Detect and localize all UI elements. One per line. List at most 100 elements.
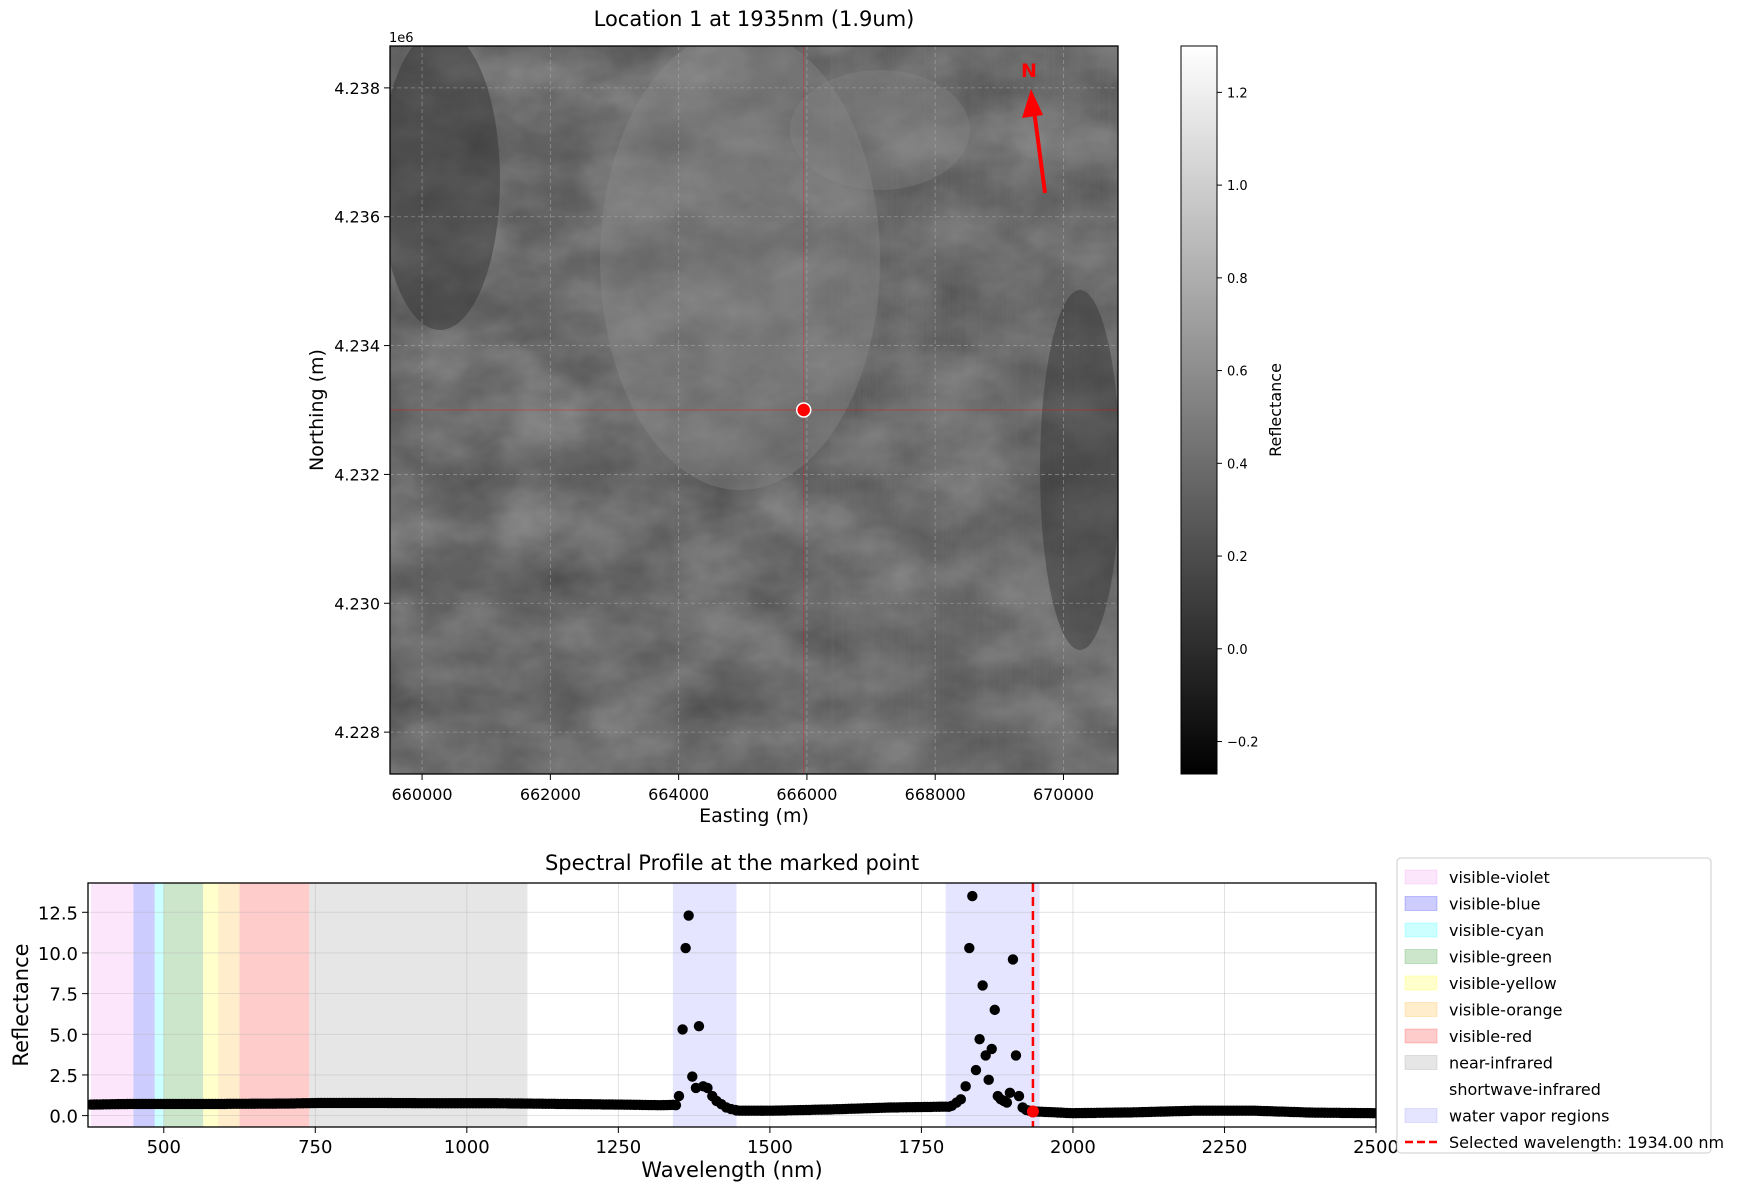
map-x-tick-label: 666000: [776, 785, 837, 804]
spectral-region-band: [239, 883, 310, 1127]
spectral-point: [955, 1094, 967, 1105]
spectral-region-band: [203, 883, 219, 1127]
map-dark-zone-2: [1040, 290, 1118, 650]
map-y-tick-label: 4.238: [334, 79, 380, 98]
legend-swatch: [1404, 1028, 1438, 1044]
spectral-y-axis: 0.0 2.5 5.0 7.5 10.0 12.5: [38, 903, 88, 1128]
map-y-tick-label: 4.232: [334, 465, 380, 484]
colorbar-tick-label: 0.4: [1227, 457, 1248, 472]
colorbar-tick-label: 0.8: [1227, 272, 1248, 287]
spectral-x-tick-label: 750: [298, 1137, 332, 1158]
colorbar-ticks: −0.2 0.0 0.2 0.4 0.6 0.8 1.0 1.2: [1217, 86, 1259, 751]
map-bright-haze-2: [790, 70, 970, 190]
spectral-point: [980, 1050, 991, 1061]
legend-swatch: [1404, 1081, 1438, 1097]
spectral-point: [960, 1081, 971, 1092]
spectral-x-tick-label: 1500: [747, 1137, 793, 1158]
spectral-point: [677, 1024, 688, 1035]
spectral-y-tick-label: 10.0: [38, 944, 78, 965]
legend-swatch: [1404, 922, 1438, 938]
colorbar-tick-label: 0.6: [1227, 365, 1248, 380]
map-y-axis-label: Northing (m): [306, 349, 328, 471]
spectral-legend: visible-violet visible-blue visible-cyan vi…: [1396, 857, 1724, 1154]
legend-label: visible-cyan: [1449, 921, 1544, 940]
map-x-axis-label: Easting (m): [699, 805, 809, 827]
map-image-streaks: [830, 46, 1118, 774]
spectral-regions: [91, 883, 1376, 1127]
spectral-y-tick-label: 12.5: [38, 903, 78, 924]
map-bright-haze: [600, 46, 880, 490]
spectral-region-band: [945, 883, 1040, 1127]
map-y-axis: 4.228 4.230 4.232 4.234 4.236 4.238: [334, 79, 390, 742]
spectral-region-band: [309, 883, 528, 1127]
spectral-point: [986, 1043, 997, 1055]
spectral-point: [693, 1020, 705, 1032]
map-y-tick-label: 4.234: [334, 337, 380, 356]
spectral-points: [88, 890, 1376, 1119]
legend-label: near-infrared: [1449, 1054, 1553, 1073]
legend-swatch: [1404, 949, 1438, 964]
map-x-tick-label: 662000: [520, 785, 581, 804]
spectral-point: [970, 1064, 982, 1076]
legend-label: visible-red: [1449, 1027, 1532, 1046]
spectral-y-axis-label: Reflectance: [9, 943, 33, 1066]
spectral-point: [1001, 1097, 1013, 1108]
spectral-region-band: [163, 883, 204, 1127]
spectral-x-axis-label: Wavelength (nm): [641, 1158, 822, 1182]
spectral-point: [730, 1104, 741, 1116]
legend-label: Selected wavelength: 1934.00 nm: [1449, 1133, 1724, 1152]
map-x-tick-label: 670000: [1033, 785, 1094, 804]
spectral-grid: [88, 883, 1376, 1127]
legend-label: visible-orange: [1449, 1001, 1563, 1020]
spectral-point: [702, 1082, 713, 1094]
spectral-point: [1004, 1087, 1016, 1099]
spectral-region-band: [91, 883, 134, 1127]
spectral-point: [1007, 954, 1019, 965]
spectral-x-tick-label: 2500: [1353, 1137, 1399, 1158]
colorbar-tick-label: 0.0: [1227, 643, 1248, 658]
colorbar-tick-label: 1.0: [1227, 179, 1248, 194]
spectral-point: [983, 1074, 994, 1086]
spectral-point: [1370, 1107, 1376, 1119]
map-x-tick-label: 660000: [392, 785, 453, 804]
spectral-y-tick-label: 7.5: [49, 985, 78, 1006]
spectral-region-band: [218, 883, 240, 1127]
spectral-x-tick-label: 2000: [1050, 1137, 1096, 1158]
map-y-tick-label: 4.230: [334, 594, 380, 613]
map-x-tick-label: 664000: [648, 785, 709, 804]
spectral-region-band: [133, 883, 155, 1127]
reflectance-map-panel: Location 1 at 1935nm (1.9um) 660000 66200…: [306, 7, 1285, 827]
spectral-x-tick-label: 2250: [1202, 1137, 1248, 1158]
legend-label: visible-yellow: [1449, 974, 1557, 993]
spectral-point: [967, 890, 978, 902]
legend-swatch: [1404, 1055, 1438, 1070]
north-arrow-head: [1022, 89, 1043, 118]
spectral-region-band: [154, 883, 164, 1127]
spectral-point: [687, 1071, 698, 1082]
spectral-point: [680, 942, 691, 954]
map-y-tick-label: 4.236: [334, 208, 380, 227]
map-grid: [390, 46, 1118, 774]
spectral-y-tick-label: 5.0: [49, 1025, 78, 1046]
north-arrow-label: N: [1021, 60, 1037, 82]
legend-label: water vapor regions: [1449, 1107, 1610, 1126]
legend-label: shortwave-infrared: [1449, 1080, 1601, 1099]
spectral-point: [974, 1033, 985, 1045]
legend-swatch: [1404, 1108, 1438, 1123]
colorbar-tick-label: −0.2: [1227, 736, 1259, 751]
spectral-frame: [87, 882, 1377, 1128]
map-frame: [389, 45, 1119, 775]
map-x-tick-label: 668000: [905, 785, 966, 804]
legend-swatch: [1404, 975, 1438, 991]
colorbar-label: Reflectance: [1266, 363, 1285, 457]
legend-frame: [1396, 857, 1712, 1154]
spectral-point: [964, 942, 975, 954]
map-x-axis: 660000 662000 664000 666000 668000 670000: [392, 774, 1094, 804]
legend-swatch: [1404, 896, 1438, 911]
selected-wavelength-point: [1026, 1105, 1039, 1118]
spectral-x-tick-label: 1250: [595, 1137, 641, 1158]
spectral-point: [673, 1090, 685, 1102]
map-y-tick-label: 4.228: [334, 723, 380, 742]
map-dark-zone: [390, 46, 500, 330]
